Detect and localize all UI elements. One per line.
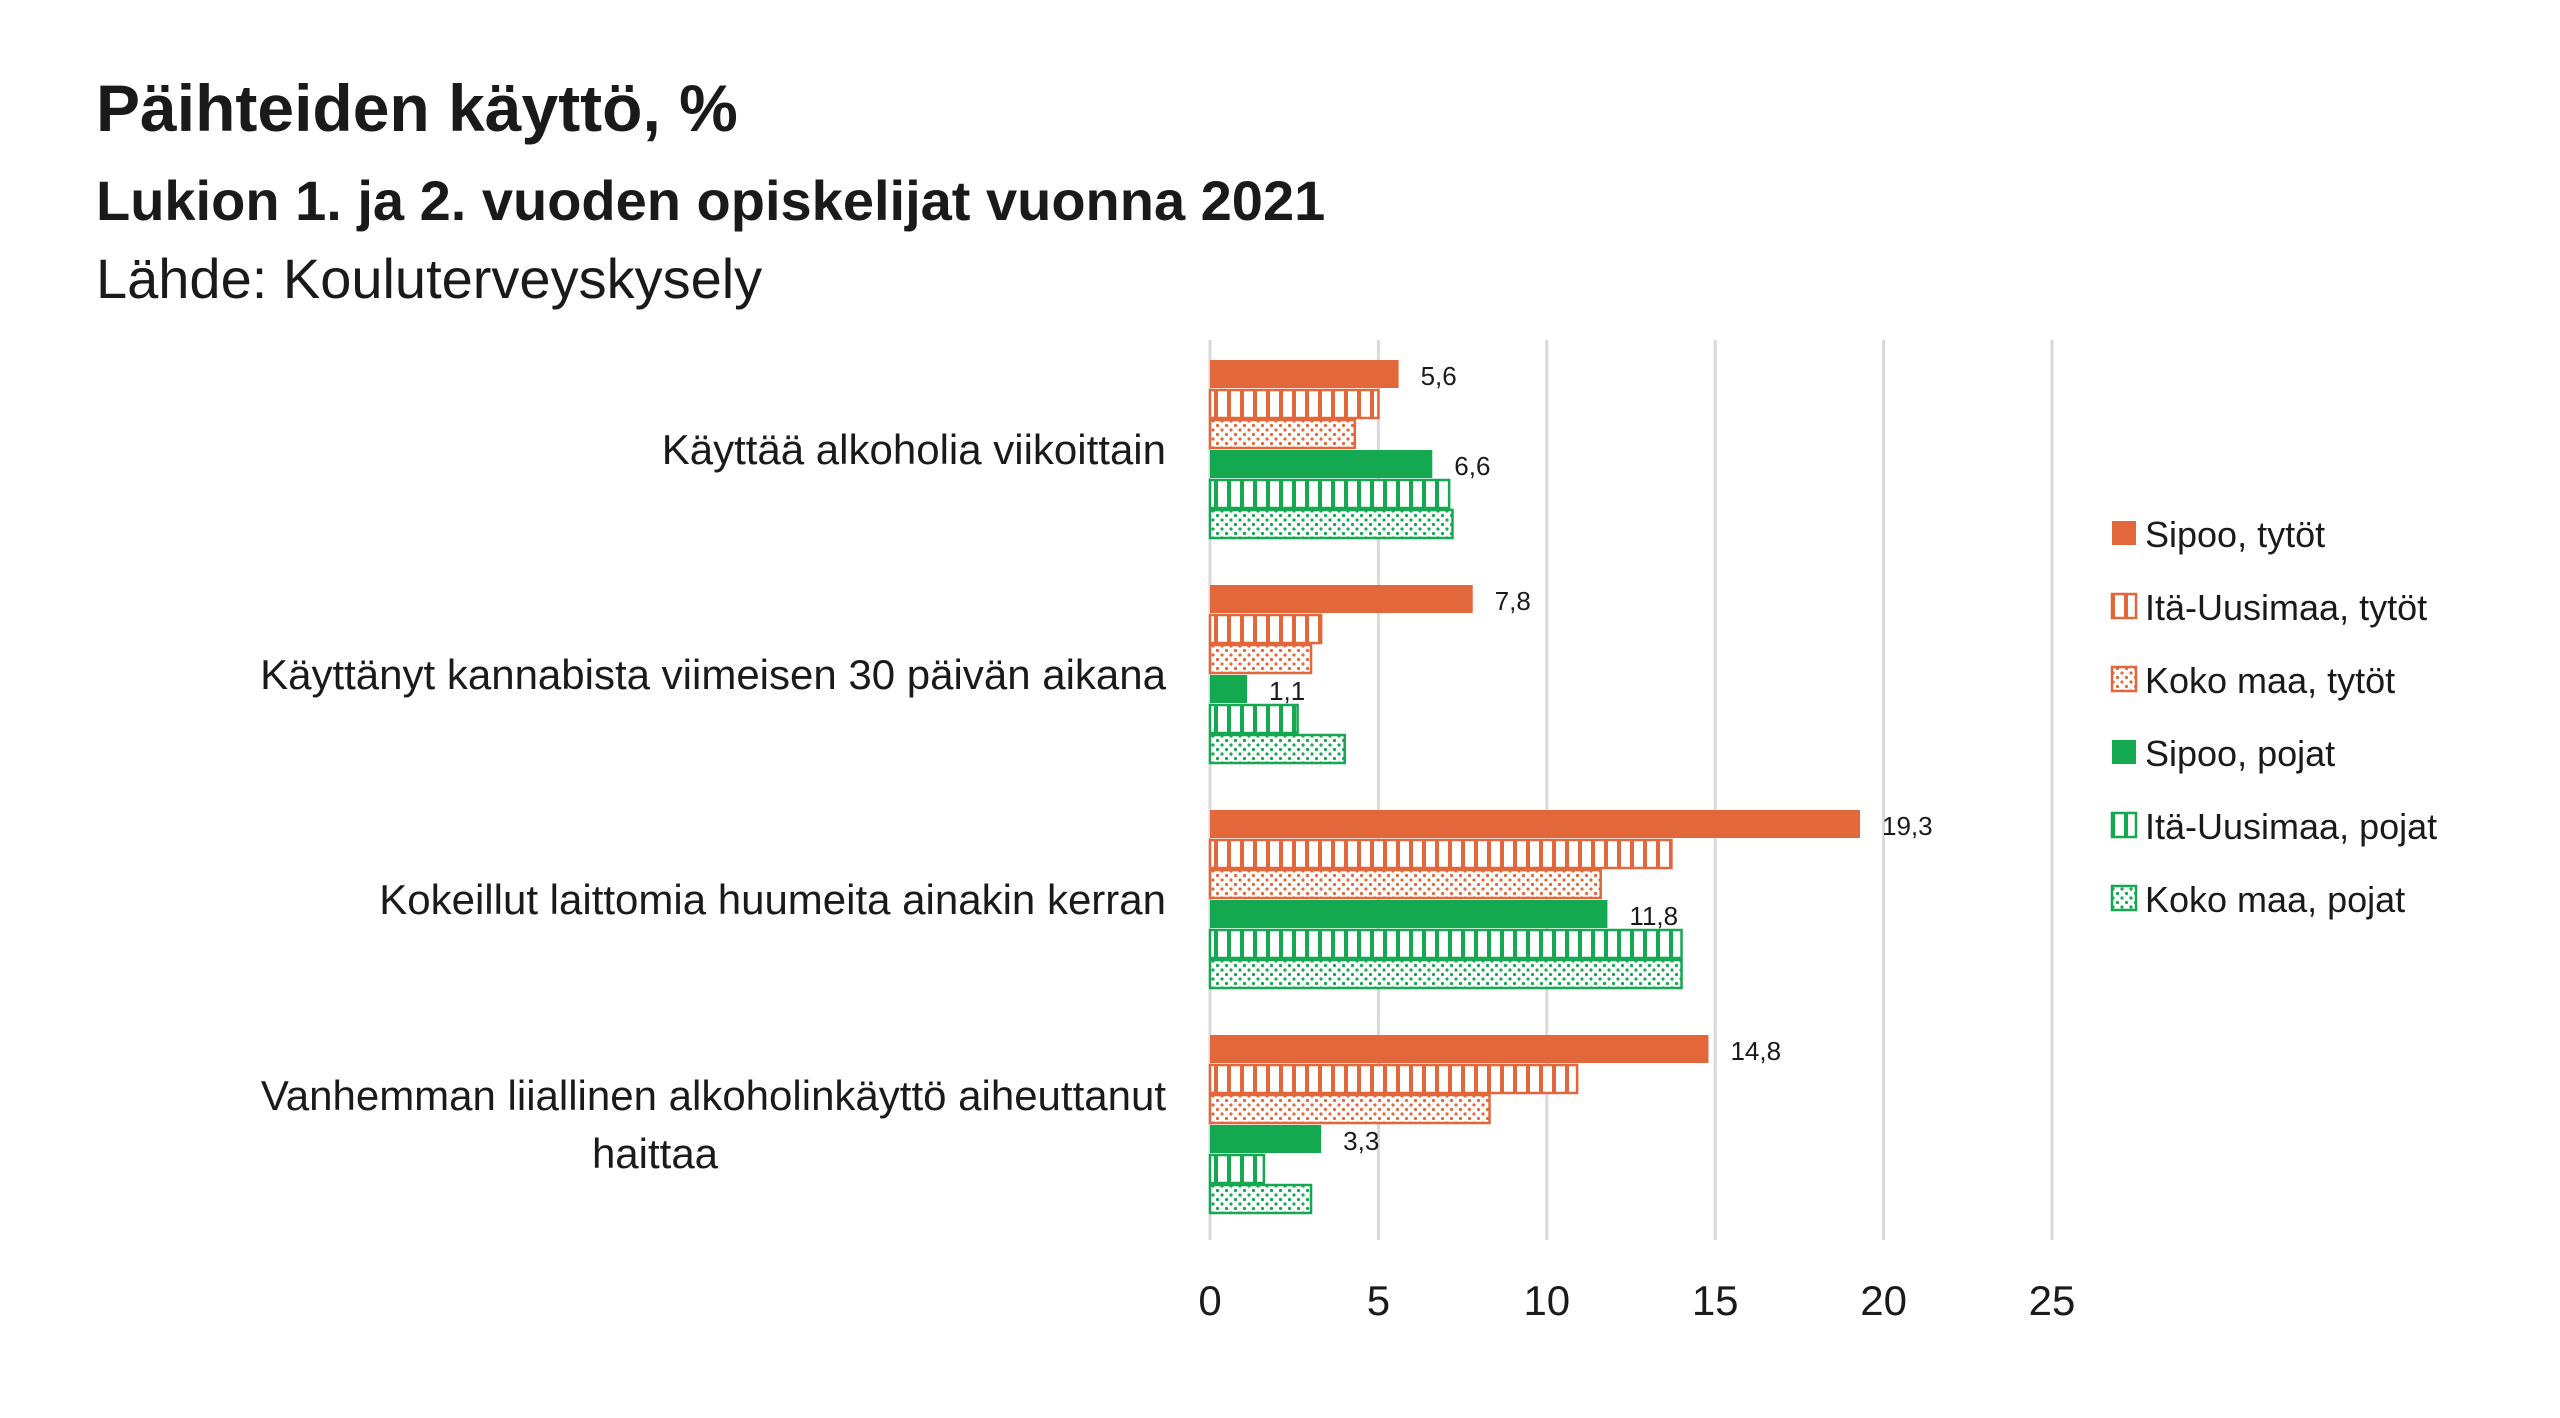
chart-title: Päihteiden käyttö, % [96, 71, 738, 145]
bar [1208, 478, 1451, 510]
chart-source: Lähde: Kouluterveyskysely [96, 247, 763, 310]
bar [1208, 958, 1683, 990]
x-tick-label: 0 [1198, 1277, 1221, 1324]
bar [1208, 928, 1683, 960]
bar [1210, 675, 1248, 703]
bar [1208, 1063, 1579, 1095]
bar [1208, 1093, 1491, 1125]
legend-swatch [2110, 884, 2138, 912]
x-tick-label: 20 [1860, 1277, 1907, 1324]
category-label: Käyttää alkoholia viikoittain [662, 426, 1166, 473]
category-label: Käyttänyt kannabista viimeisen 30 päivän… [260, 651, 1167, 698]
bar [1210, 1125, 1322, 1153]
legend-label: Sipoo, tytöt [2145, 514, 2325, 555]
bar [1208, 733, 1346, 765]
category-label: haittaa [592, 1130, 719, 1177]
legend-label: Koko maa, pojat [2145, 879, 2405, 920]
data-label: 7,8 [1495, 586, 1531, 616]
data-label: 11,8 [1629, 901, 1678, 931]
bar [1208, 388, 1380, 420]
legend-label: Sipoo, pojat [2145, 733, 2335, 774]
data-label: 14,8 [1730, 1036, 1781, 1066]
bar [1210, 360, 1399, 388]
category-label: Vanhemman liiallinen alkoholinkäyttö aih… [261, 1072, 1166, 1119]
data-label: 5,6 [1421, 361, 1457, 391]
x-tick-label: 5 [1367, 1277, 1390, 1324]
legend-swatch [2110, 592, 2138, 620]
category-label: Kokeillut laittomia huumeita ainakin ker… [379, 876, 1166, 923]
bar [1210, 810, 1861, 838]
x-tick-label: 10 [1523, 1277, 1570, 1324]
data-label: 6,6 [1454, 451, 1490, 481]
legend-swatch [2110, 665, 2138, 693]
bar [1208, 613, 1323, 645]
x-tick-label: 25 [2029, 1277, 2076, 1324]
bar [1208, 838, 1673, 870]
bar [1210, 450, 1433, 478]
bar [1210, 585, 1473, 613]
data-label: 1,1 [1269, 676, 1305, 706]
bar [1208, 1183, 1313, 1215]
legend-label: Itä-Uusimaa, pojat [2145, 806, 2437, 847]
bar [1208, 868, 1602, 900]
legend-swatch [2112, 521, 2136, 545]
data-label: 19,3 [1882, 811, 1933, 841]
bar [1208, 643, 1313, 675]
bar [1208, 703, 1299, 735]
bar [1208, 1153, 1266, 1185]
legend-label: Itä-Uusimaa, tytöt [2145, 587, 2427, 628]
bar [1210, 1035, 1709, 1063]
data-label: 3,3 [1343, 1126, 1379, 1156]
legend-label: Koko maa, tytöt [2145, 660, 2395, 701]
bar [1210, 900, 1608, 928]
chart-subtitle: Lukion 1. ja 2. vuoden opiskelijat vuonn… [96, 169, 1326, 232]
bar [1208, 418, 1357, 450]
bar [1208, 508, 1454, 540]
legend-swatch [2110, 811, 2138, 839]
x-tick-label: 15 [1692, 1277, 1739, 1324]
legend-swatch [2112, 740, 2136, 764]
